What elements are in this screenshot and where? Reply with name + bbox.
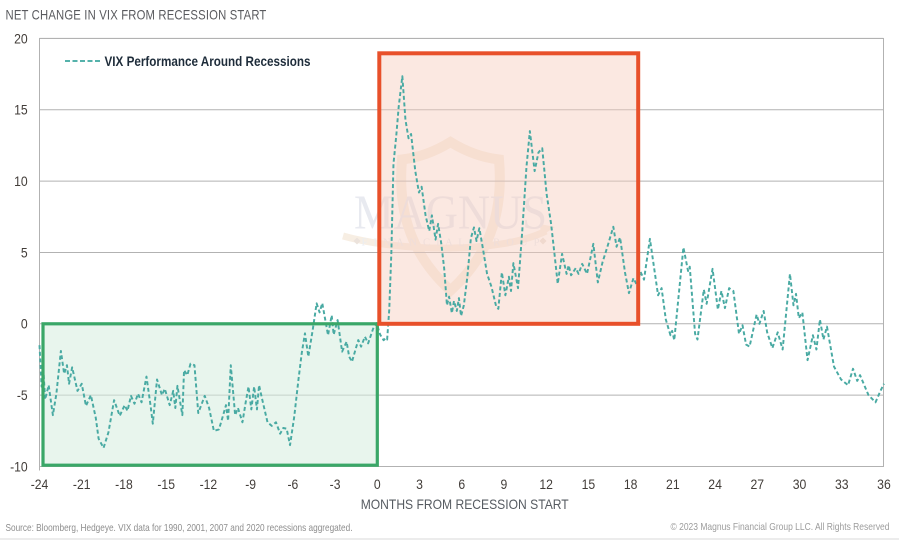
svg-text:21: 21 [666, 476, 680, 492]
svg-text:MONTHS FROM RECESSION START: MONTHS FROM RECESSION START [361, 496, 569, 512]
svg-text:-15: -15 [157, 476, 175, 492]
svg-text:-18: -18 [115, 476, 133, 492]
svg-text:36: 36 [877, 476, 891, 492]
svg-text:15: 15 [14, 102, 28, 118]
svg-text:F I N A N C I A L G R O U P: F I N A N C I A L G R O U P [362, 238, 540, 249]
svg-text:-5: -5 [17, 387, 28, 403]
svg-text:NET CHANGE IN VIX FROM RECESSI: NET CHANGE IN VIX FROM RECESSION START [6, 8, 267, 23]
svg-text:-3: -3 [330, 476, 341, 492]
svg-text:33: 33 [835, 476, 849, 492]
svg-text:-10: -10 [10, 458, 28, 474]
svg-text:-21: -21 [73, 476, 91, 492]
svg-text:-9: -9 [245, 476, 256, 492]
svg-text:20: 20 [14, 30, 28, 46]
svg-text:9: 9 [501, 476, 508, 492]
svg-text:15: 15 [582, 476, 596, 492]
svg-text:VIX Performance Around Recessi: VIX Performance Around Recessions [105, 53, 311, 69]
svg-text:5: 5 [21, 244, 28, 260]
svg-text:24: 24 [708, 476, 722, 492]
svg-text:0: 0 [21, 316, 28, 332]
svg-text:© 2023 Magnus Financial Group: © 2023 Magnus Financial Group LLC. All R… [671, 522, 890, 533]
svg-text:-12: -12 [200, 476, 218, 492]
svg-text:30: 30 [793, 476, 807, 492]
svg-text:3: 3 [416, 476, 423, 492]
svg-text:12: 12 [539, 476, 553, 492]
svg-text:6: 6 [458, 476, 465, 492]
svg-text:0: 0 [374, 476, 381, 492]
svg-text:18: 18 [624, 476, 638, 492]
svg-text:-24: -24 [31, 476, 49, 492]
svg-text:27: 27 [751, 476, 765, 492]
svg-text:10: 10 [14, 173, 28, 189]
svg-text:MAGNUS: MAGNUS [354, 185, 547, 240]
svg-text:-6: -6 [287, 476, 298, 492]
svg-text:Source: Bloomberg, Hedgeye. VI: Source: Bloomberg, Hedgeye. VIX data for… [6, 523, 353, 534]
